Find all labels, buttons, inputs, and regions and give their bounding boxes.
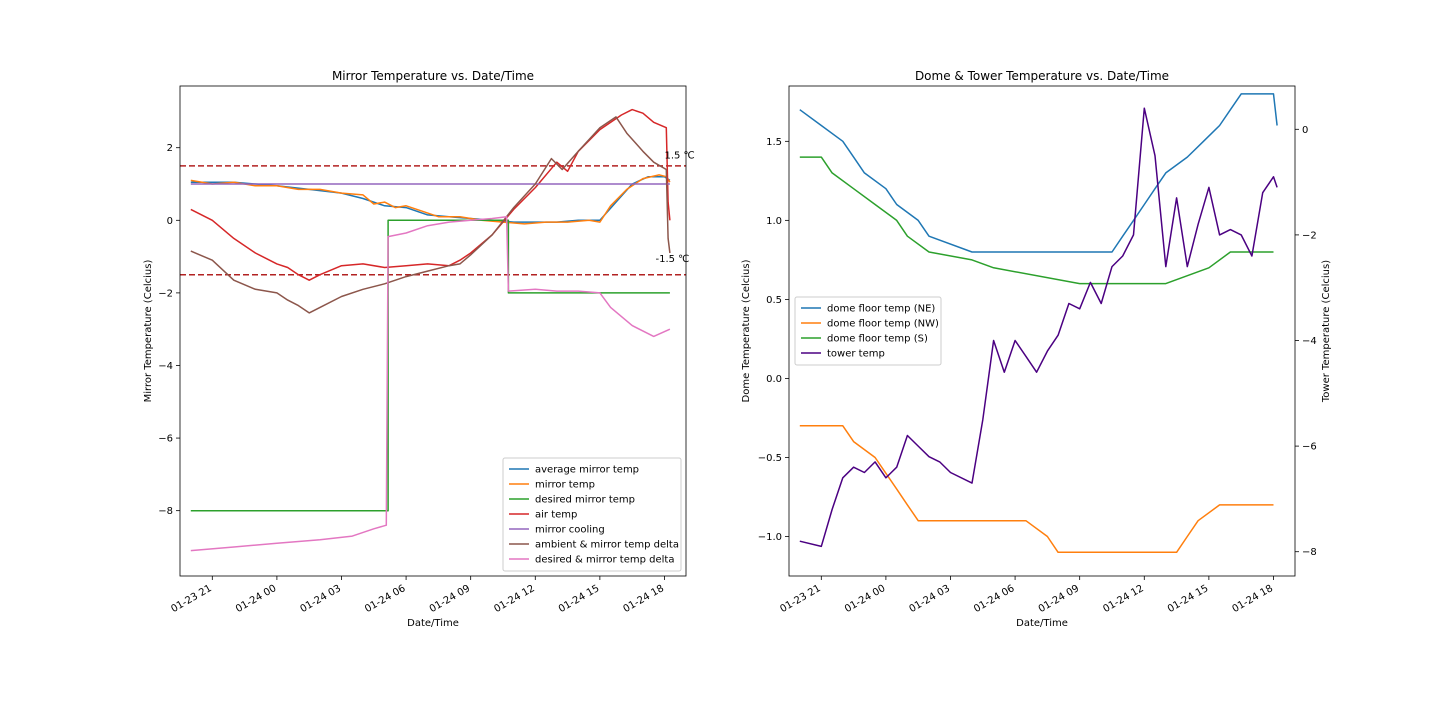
dome-chart-y2label: Tower Temperature (Celcius) [1321, 260, 1332, 403]
legend-entry: dome floor temp (S) [827, 334, 928, 345]
legend-entry: desired mirror temp [535, 495, 635, 506]
y-tick-label: 1.5 [766, 137, 782, 148]
legend-entry: dome floor temp (NE) [827, 304, 935, 315]
legend-entry: average mirror temp [535, 465, 639, 476]
series-line-dome-floor-temp-ne [799, 93, 1278, 253]
annotation-label: -1.5 ℃ [655, 254, 689, 265]
annotation-label: 1.5 ℃ [664, 151, 694, 162]
series-line-air-temp [190, 108, 671, 281]
dome-chart-xlabel: Date/Time [1016, 618, 1068, 629]
y2-tick-label: −6 [1302, 442, 1317, 453]
legend-entry: dome floor temp (NW) [827, 319, 939, 330]
y-tick-label: 2 [167, 143, 173, 154]
legend-box [502, 457, 682, 572]
mirror-chart-axes-frame [179, 85, 687, 577]
series-line-dome-floor-temp-nw [799, 425, 1274, 554]
y-tick-label: −6 [158, 434, 173, 445]
y-tick-label: −1.0 [758, 532, 782, 543]
legend-entry: air temp [535, 510, 577, 521]
series-line-desired-mirror-temp-delta [190, 215, 671, 552]
y2-tick-label: −2 [1302, 230, 1317, 241]
y-tick-label: 1.0 [766, 216, 782, 227]
y-tick-label: −2 [158, 288, 173, 299]
y2-tick-label: −4 [1302, 336, 1317, 347]
legend-entry: desired & mirror temp delta [535, 555, 674, 566]
dome-chart-ylabel: Dome Temperature (Celcius) [741, 259, 752, 402]
series-line-tower-temp [799, 107, 1278, 548]
series-line-ambient-mirror-temp-delta [190, 116, 671, 314]
series-line-dome-floor-temp-s [799, 156, 1274, 285]
y-tick-label: −0.5 [758, 453, 782, 464]
y-tick-label: −8 [158, 506, 173, 517]
dome-chart-axes-frame [788, 85, 1296, 577]
y2-tick-label: −8 [1302, 547, 1317, 558]
series-line-mirror-temp [190, 174, 671, 225]
legend-entry: mirror cooling [535, 525, 605, 536]
dome-chart-title: Dome & Tower Temperature vs. Date/Time [915, 69, 1169, 83]
legend-entry: tower temp [827, 349, 885, 360]
y-tick-label: 0.5 [766, 295, 782, 306]
mirror-chart-xlabel: Date/Time [407, 618, 459, 629]
y-tick-label: −4 [158, 361, 173, 372]
legend-entry: mirror temp [535, 480, 595, 491]
mirror-chart-title: Mirror Temperature vs. Date/Time [332, 69, 534, 83]
y2-tick-label: 0 [1302, 125, 1308, 136]
y-tick-label: 0 [167, 216, 173, 227]
y-tick-label: 0.0 [766, 374, 782, 385]
mirror-chart-ylabel: Mirror Temperature (Celcius) [143, 260, 154, 403]
series-line-desired-mirror-temp [190, 219, 670, 512]
legend-entry: ambient & mirror temp delta [535, 540, 679, 551]
legend-box [794, 296, 942, 366]
